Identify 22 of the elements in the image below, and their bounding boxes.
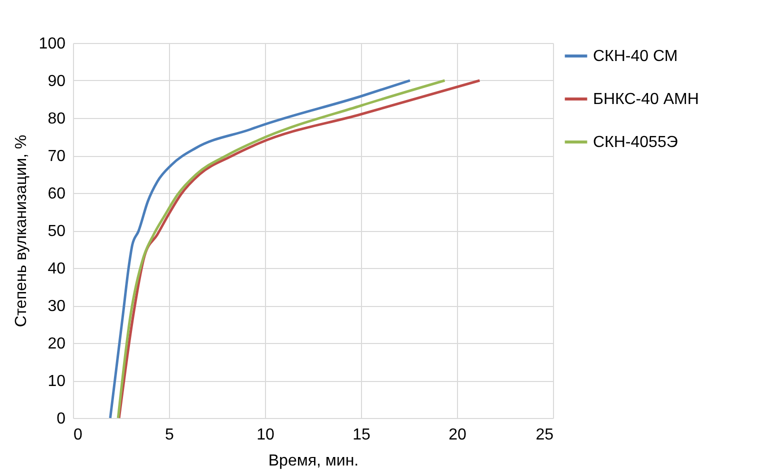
y-tick-label: 80 — [48, 110, 66, 128]
x-tick-label: 0 — [74, 426, 82, 444]
y-tick-label: 60 — [48, 186, 66, 202]
y-tick-label: 40 — [48, 260, 66, 278]
legend-label: СКН-4055Э — [593, 134, 678, 151]
x-tick-label: 5 — [165, 426, 174, 444]
legend-label: СКН-40 СМ — [593, 48, 678, 65]
x-tick-label: 10 — [256, 426, 274, 444]
y-tick-label: 30 — [48, 298, 66, 315]
y-tick-label: 20 — [48, 336, 66, 352]
y-tick-label: 50 — [48, 223, 66, 240]
x-axis-title: Время, мин. — [268, 452, 359, 470]
y-tick-label: 70 — [48, 148, 66, 165]
y-tick-label: 90 — [48, 73, 66, 90]
legend-label: БНКС-40 АМН — [593, 91, 699, 108]
x-tick-label: 20 — [448, 426, 466, 444]
y-tick-label: 100 — [38, 36, 66, 52]
y-axis-title: Степень вулканизации, % — [12, 134, 30, 328]
y-tick-label: 0 — [56, 410, 66, 428]
x-tick-label: 15 — [352, 426, 370, 444]
y-tick-label: 10 — [48, 373, 66, 390]
x-tick-label: 25 — [536, 426, 554, 444]
